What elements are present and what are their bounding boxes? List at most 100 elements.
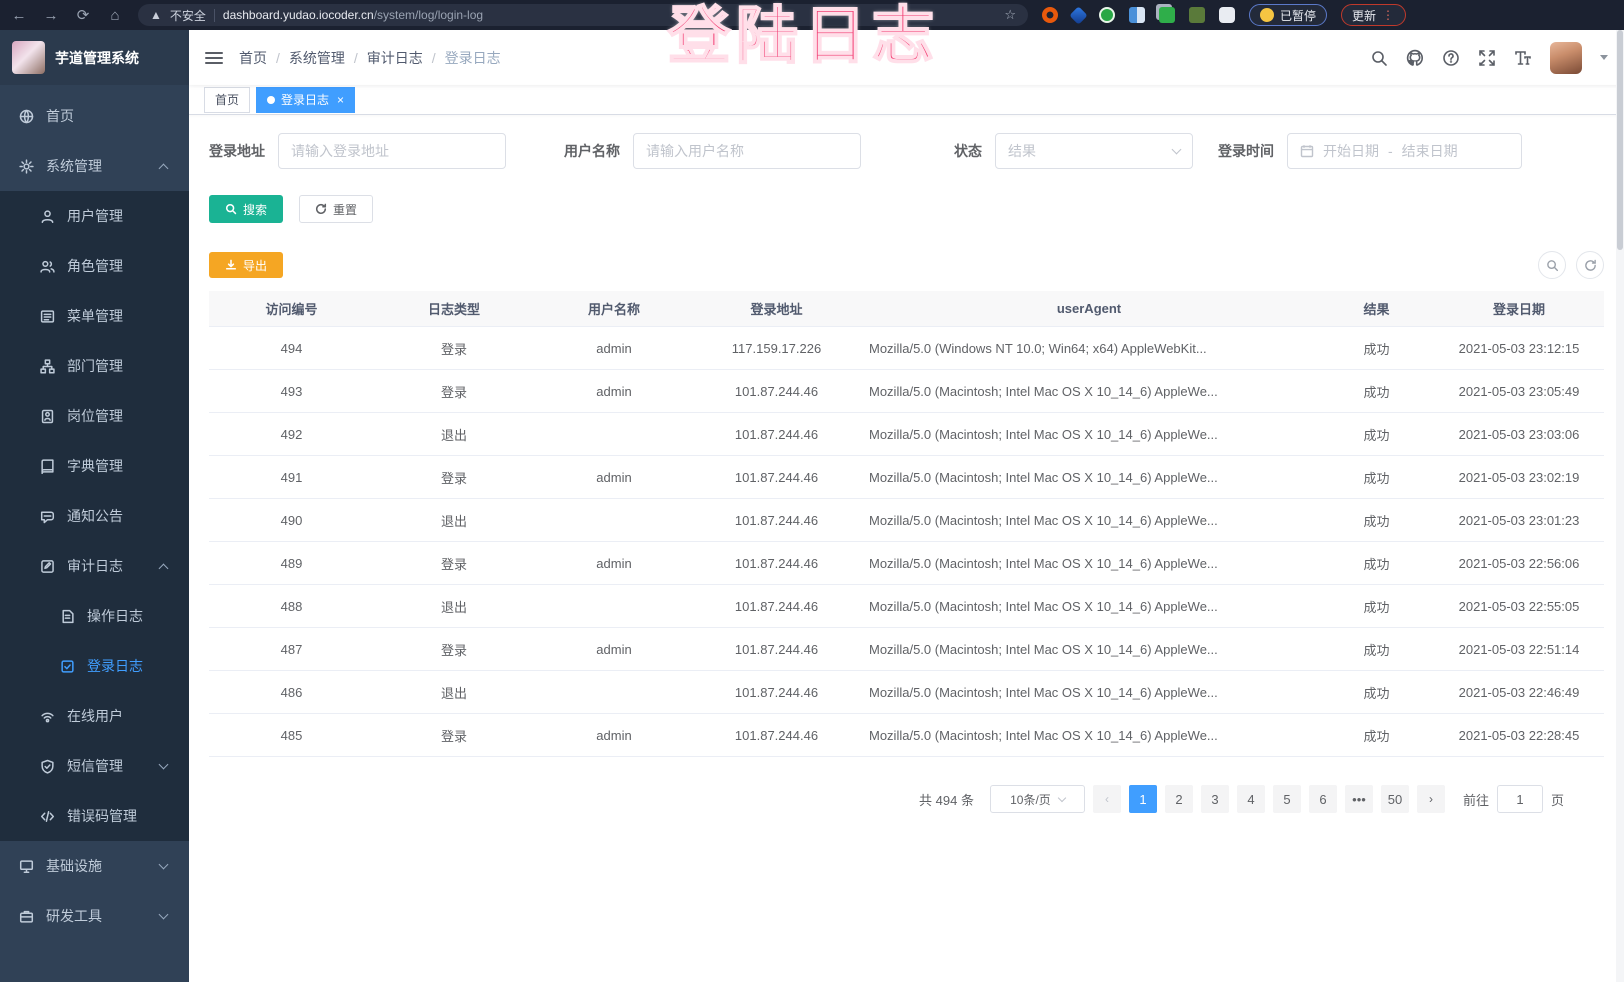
select-chevron-icon bbox=[1057, 793, 1067, 802]
browser-back-icon[interactable]: ← bbox=[11, 6, 27, 24]
sidebar-item-dept-mgmt[interactable]: 部门管理 bbox=[0, 341, 189, 391]
avatar-caret-icon[interactable] bbox=[1600, 55, 1608, 60]
extensions-puzzle-icon[interactable] bbox=[1219, 7, 1235, 23]
breadcrumb-audit[interactable]: 审计日志 bbox=[366, 49, 423, 66]
browser-update-button[interactable]: 更新 ⋮ bbox=[1341, 4, 1407, 26]
sidebar-item-menu-mgmt[interactable]: 菜单管理 bbox=[0, 291, 189, 341]
extension-icon-grid[interactable] bbox=[1129, 7, 1145, 23]
online-signal-icon bbox=[41, 712, 54, 722]
close-tab-icon[interactable]: × bbox=[337, 92, 345, 107]
export-button[interactable]: 导出 bbox=[209, 252, 284, 278]
table-row[interactable]: 487 登录 admin 101.87.244.46 Mozilla/5.0 (Maci… bbox=[209, 628, 1604, 671]
sidebar-item-operate-log[interactable]: 操作日志 bbox=[0, 591, 189, 641]
table-row[interactable]: 486 退出 101.87.244.46 Mozilla/5.0 (Macintosh… bbox=[209, 671, 1604, 714]
url-divider bbox=[213, 8, 215, 22]
toolbox-icon bbox=[19, 910, 34, 923]
sidebar-toggle-icon[interactable] bbox=[205, 51, 223, 64]
address-bar[interactable]: ▲ 不安全 dashboard.yudao.iocoder.cn/system/… bbox=[138, 4, 1028, 26]
page-button-2[interactable]: 2 bbox=[1164, 785, 1193, 813]
sidebar-item-login-log[interactable]: 登录日志 bbox=[0, 641, 189, 691]
browser-scrollbar[interactable] bbox=[1616, 30, 1624, 982]
globe-icon bbox=[19, 109, 34, 123]
sidebar-item-role-mgmt[interactable]: 角色管理 bbox=[0, 241, 189, 291]
goto-page-input[interactable] bbox=[1496, 785, 1543, 813]
sidebar-item-dict-mgmt[interactable]: 字典管理 bbox=[0, 441, 189, 491]
filter-form: 登录地址 请输入登录地址 用户名称 请输入用户名称 状态 结果 登录时间 开始日… bbox=[209, 133, 1604, 169]
sidebar-item-infrastructure[interactable]: 基础设施 bbox=[0, 841, 189, 891]
table-row[interactable]: 490 退出 101.87.244.46 Mozilla/5.0 (Macintosh… bbox=[209, 499, 1604, 542]
browser-forward-icon[interactable]: → bbox=[43, 6, 59, 24]
breadcrumb-system[interactable]: 系统管理 bbox=[288, 49, 345, 66]
extension-icon-orange[interactable] bbox=[1042, 7, 1058, 23]
user-avatar[interactable] bbox=[1550, 41, 1582, 74]
extension-icon-plant[interactable] bbox=[1189, 7, 1205, 23]
browser-menu-icon[interactable]: ⋮ bbox=[1382, 8, 1396, 22]
sidebar-item-notice[interactable]: 通知公告 bbox=[0, 491, 189, 541]
audit-log-icon bbox=[41, 559, 54, 573]
login-time-range-picker[interactable]: 开始日期 - 结束日期 bbox=[1287, 133, 1522, 169]
search-button[interactable]: 搜索 bbox=[209, 195, 284, 223]
sidebar-item-post-mgmt[interactable]: 岗位管理 bbox=[0, 391, 189, 441]
col-header-id: 访问编号 bbox=[265, 302, 318, 317]
sidebar-item-home[interactable]: 首页 bbox=[0, 91, 189, 141]
id-badge-icon bbox=[41, 409, 54, 423]
sidebar-item-user-mgmt[interactable]: 用户管理 bbox=[0, 191, 189, 241]
page-size-select[interactable]: 10条/页 bbox=[989, 785, 1085, 813]
github-icon[interactable] bbox=[1406, 49, 1424, 67]
fullscreen-icon[interactable] bbox=[1478, 49, 1496, 67]
prev-page-button[interactable]: ‹ bbox=[1092, 785, 1121, 813]
status-select[interactable]: 结果 bbox=[995, 133, 1193, 169]
page-button-6[interactable]: 6 bbox=[1308, 785, 1337, 813]
help-icon[interactable] bbox=[1442, 49, 1460, 67]
profile-emoji-icon bbox=[1260, 8, 1274, 22]
next-page-button[interactable]: › bbox=[1416, 785, 1445, 813]
table-row[interactable]: 491 登录 admin 101.87.244.46 Mozilla/5.0 (Maci… bbox=[209, 456, 1604, 499]
tab-home[interactable]: 首页 bbox=[204, 86, 251, 113]
menu-list-icon bbox=[40, 309, 55, 323]
sidebar-item-error-code[interactable]: 错误码管理 bbox=[0, 791, 189, 841]
browser-reload-icon[interactable]: ⟳ bbox=[76, 7, 90, 24]
username-input[interactable]: 请输入用户名称 bbox=[633, 133, 861, 169]
reset-button[interactable]: 重置 bbox=[299, 195, 374, 223]
table-row[interactable]: 485 登录 admin 101.87.244.46 Mozilla/5.0 (Maci… bbox=[209, 714, 1604, 757]
date-end-placeholder: 结束日期 bbox=[1401, 143, 1458, 159]
sidebar-item-online-users[interactable]: 在线用户 bbox=[0, 691, 189, 741]
login-address-input[interactable]: 请输入登录地址 bbox=[278, 133, 506, 169]
col-header-result: 结果 bbox=[1363, 302, 1390, 317]
goto-label: 前往 bbox=[1462, 792, 1489, 808]
page-button-5[interactable]: 5 bbox=[1272, 785, 1301, 813]
profile-paused-badge[interactable]: 已暂停 bbox=[1249, 4, 1328, 26]
sidebar-item-sms-mgmt[interactable]: 短信管理 bbox=[0, 741, 189, 791]
table-row[interactable]: 493 登录 admin 101.87.244.46 Mozilla/5.0 (Maci… bbox=[209, 370, 1604, 413]
toggle-search-button[interactable] bbox=[1538, 251, 1566, 279]
page-button-50[interactable]: 50 bbox=[1380, 785, 1409, 813]
search-icon[interactable] bbox=[1370, 49, 1388, 67]
table-row[interactable]: 492 退出 101.87.244.46 Mozilla/5.0 (Macintosh… bbox=[209, 413, 1604, 456]
page-ellipsis[interactable]: ••• bbox=[1344, 785, 1373, 813]
font-size-icon[interactable] bbox=[1514, 49, 1532, 67]
breadcrumb-home[interactable]: 首页 bbox=[239, 49, 267, 66]
chevron-down-icon bbox=[158, 909, 169, 919]
refresh-icon bbox=[315, 203, 327, 215]
sidebar-item-dev-tools[interactable]: 研发工具 bbox=[0, 891, 189, 941]
sidebar-item-audit-log[interactable]: 审计日志 bbox=[0, 541, 189, 591]
table-row[interactable]: 494 登录 admin 117.159.17.226 Mozilla/5.0 (Win… bbox=[209, 327, 1604, 370]
extension-icon-green-circle[interactable] bbox=[1099, 7, 1115, 23]
tab-login-log[interactable]: 登录日志 × bbox=[256, 86, 356, 113]
app-logo-row[interactable]: 芋道管理系统 bbox=[0, 30, 189, 85]
extension-icon-list-on[interactable] bbox=[1159, 7, 1175, 23]
sidebar-item-system-mgmt[interactable]: 系统管理 bbox=[0, 141, 189, 191]
extension-icon-blue-gem[interactable] bbox=[1069, 5, 1088, 25]
search-icon bbox=[1546, 259, 1558, 271]
username-label: 用户名称 bbox=[564, 143, 620, 159]
page-button-1[interactable]: 1 bbox=[1128, 785, 1157, 813]
page-button-4[interactable]: 4 bbox=[1236, 785, 1265, 813]
browser-home-icon[interactable]: ⌂ bbox=[110, 6, 120, 24]
refresh-table-button[interactable] bbox=[1576, 251, 1604, 279]
table-row[interactable]: 489 登录 admin 101.87.244.46 Mozilla/5.0 (Maci… bbox=[209, 542, 1604, 585]
table-row[interactable]: 488 退出 101.87.244.46 Mozilla/5.0 (Macintosh… bbox=[209, 585, 1604, 628]
bookmark-star-icon[interactable]: ☆ bbox=[1004, 7, 1016, 22]
scrollbar-thumb[interactable] bbox=[1617, 30, 1623, 250]
page-button-3[interactable]: 3 bbox=[1200, 785, 1229, 813]
gear-icon bbox=[19, 158, 34, 174]
